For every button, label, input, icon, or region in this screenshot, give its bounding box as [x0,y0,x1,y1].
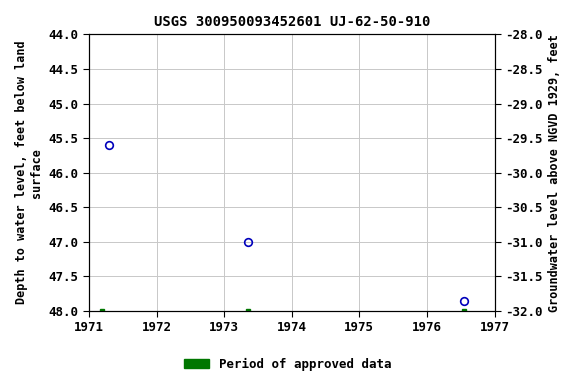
Y-axis label: Depth to water level, feet below land
surface: Depth to water level, feet below land su… [15,41,43,305]
Legend: Period of approved data: Period of approved data [179,353,397,376]
Y-axis label: Groundwater level above NGVD 1929, feet: Groundwater level above NGVD 1929, feet [548,34,561,311]
Title: USGS 300950093452601 UJ-62-50-910: USGS 300950093452601 UJ-62-50-910 [154,15,430,29]
